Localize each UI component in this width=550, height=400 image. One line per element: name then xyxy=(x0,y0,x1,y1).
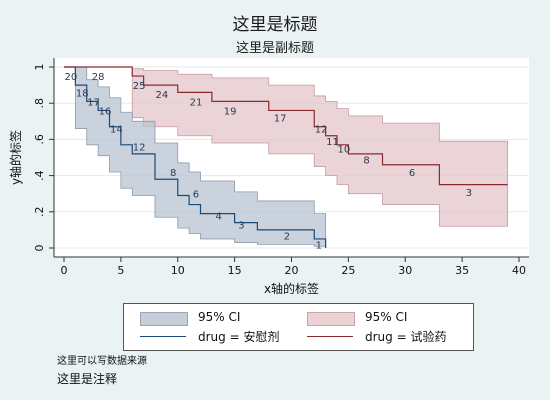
x-tick-label: 30 xyxy=(398,264,412,277)
at-risk-label-placebo: 17 xyxy=(87,97,100,108)
x-axis-title: x轴的标签 xyxy=(264,281,319,296)
ci-band-drug xyxy=(131,68,509,227)
legend-label-drug-ci: 95% CI xyxy=(365,310,408,324)
at-risk-label-drug: 24 xyxy=(155,90,168,101)
at-risk-label-drug: 21 xyxy=(190,97,203,108)
x-minor-tick-label: 5 xyxy=(117,264,124,277)
at-risk-label-placebo: 18 xyxy=(76,88,89,99)
x-minor-tick-label: 15 xyxy=(228,264,242,277)
at-risk-label-drug: 6 xyxy=(409,168,415,179)
y-tick-label: 0 xyxy=(33,245,46,252)
y-tick-label: 1 xyxy=(33,64,46,71)
survival-line-placebo xyxy=(64,66,327,248)
survival-plot: 2018171614128643212825242119171211108630… xyxy=(8,58,529,296)
y-tick-label: .8 xyxy=(33,98,46,109)
at-risk-label-placebo: 4 xyxy=(216,211,222,222)
at-risk-label-placebo: 20 xyxy=(64,72,77,83)
legend-line-drug xyxy=(307,336,353,337)
at-risk-label-drug: 19 xyxy=(224,106,237,117)
legend-swatch-drug-ci xyxy=(307,312,355,326)
at-risk-label-placebo: 2 xyxy=(284,231,290,242)
data-source-note: 这里可以写数据来源 xyxy=(57,356,147,367)
x-tick-label: 20 xyxy=(285,264,299,277)
y-tick-label: .6 xyxy=(33,134,46,145)
x-minor-tick-label: 25 xyxy=(341,264,355,277)
chart-title: 这里是标题 xyxy=(232,15,318,35)
at-risk-label-drug: 3 xyxy=(466,188,472,199)
y-axis-title: y轴的标签 xyxy=(8,130,23,185)
at-risk-label-placebo: 1 xyxy=(316,240,322,251)
at-risk-label-placebo: 12 xyxy=(133,143,146,154)
chart-subtitle: 这里是副标题 xyxy=(235,41,314,56)
annotation-note: 这里是注释 xyxy=(57,372,118,386)
at-risk-label-placebo: 6 xyxy=(193,190,199,201)
x-tick-label: 0 xyxy=(61,264,68,277)
at-risk-label-placebo: 8 xyxy=(170,168,176,179)
x-tick-label: 40 xyxy=(512,264,526,277)
legend: 95% CI 95% CI drug = 安慰剂 drug = 试验药 xyxy=(123,303,474,351)
survival-line-drug xyxy=(64,66,508,186)
x-tick-label: 10 xyxy=(171,264,185,277)
legend-line-placebo xyxy=(140,336,186,337)
at-risk-label-drug: 11 xyxy=(326,137,339,148)
legend-swatch-placebo-ci xyxy=(140,312,188,326)
at-risk-label-drug: 8 xyxy=(363,155,369,166)
at-risk-label-drug: 17 xyxy=(274,114,287,125)
x-minor-tick-label: 35 xyxy=(455,264,469,277)
at-risk-label-drug: 12 xyxy=(315,125,328,136)
at-risk-label-drug: 10 xyxy=(337,144,350,155)
legend-label-placebo-ci: 95% CI xyxy=(198,310,241,324)
legend-label-drug-line: drug = 试验药 xyxy=(365,330,447,344)
at-risk-label-drug: 28 xyxy=(92,72,105,83)
at-risk-label-placebo: 3 xyxy=(238,220,244,231)
legend-label-placebo-line: drug = 安慰剂 xyxy=(198,330,280,344)
at-risk-label-placebo: 14 xyxy=(110,125,123,136)
at-risk-label-placebo: 16 xyxy=(99,106,112,117)
y-tick-label: .2 xyxy=(33,207,46,218)
y-tick-label: .4 xyxy=(33,170,46,181)
at-risk-label-drug: 25 xyxy=(133,81,146,92)
